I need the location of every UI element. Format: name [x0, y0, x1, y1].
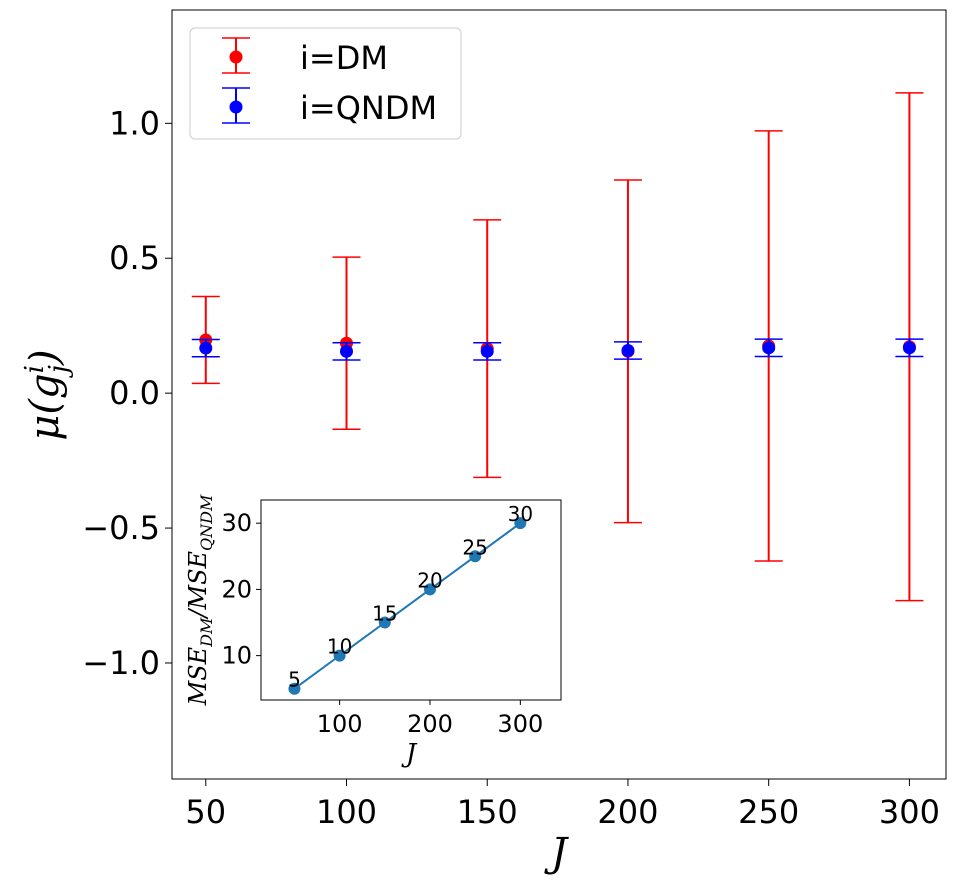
main-x-tick-label: 100 [316, 793, 377, 831]
inset-x-axis: 100 200 300 [317, 700, 543, 738]
inset-y-axis-label: MSEDM/MSEQNDM [184, 494, 216, 706]
inset-point-label: 25 [462, 535, 487, 559]
inset-series-line [293, 522, 521, 690]
qndm-point [480, 344, 494, 358]
qndm-point [762, 341, 776, 355]
main-x-axis-label: J [544, 830, 569, 876]
main-x-tick-label: 150 [457, 793, 518, 831]
main-x-tick-label: 200 [597, 793, 658, 831]
main-plot: 50 100 150 200 250 300 1.0 0.5 0.0 −0.5 −1.0 J μ(… [20, 9, 947, 876]
qndm-point [340, 344, 354, 358]
legend: i=DM i=QNDM [189, 27, 462, 140]
main-y-tick-label: −1.0 [82, 644, 160, 682]
qndm-point [199, 341, 213, 355]
inset-plot: 100 200 300 10 20 30 5 10 15 20 25 30 J MSEDM/MSE… [184, 494, 562, 769]
main-y-tick-label: −0.5 [82, 509, 160, 547]
inset-point [288, 682, 301, 695]
inset-series-group: 5 10 15 20 25 30 [288, 502, 533, 695]
inset-y-axis: 10 20 30 [221, 509, 261, 670]
inset-point [469, 550, 482, 563]
inset-y-tick-label: 10 [221, 642, 252, 670]
inset-point-label: 30 [508, 502, 533, 526]
main-x-tick-label: 50 [185, 793, 226, 831]
main-x-tick-label: 250 [738, 793, 799, 831]
main-y-tick-label: 1.0 [109, 104, 160, 142]
inset-x-axis-label: J [401, 739, 418, 769]
qndm-point [621, 344, 635, 358]
main-x-axis: 50 100 150 200 250 300 [185, 779, 940, 831]
inset-point [423, 583, 436, 596]
inset-x-tick-label: 100 [317, 710, 363, 738]
main-y-tick-label: 0.5 [109, 239, 160, 277]
inset-y-tick-label: 20 [221, 575, 252, 603]
inset-point-label: 5 [288, 668, 301, 692]
main-y-axis-label: μ(gij) [20, 349, 74, 440]
legend-item-qndm: i=QNDM [222, 87, 437, 127]
inset-y-tick-label: 30 [221, 509, 252, 537]
inset-point [514, 517, 527, 530]
inset-plot-frame [260, 499, 562, 701]
inset-point-label: 20 [417, 568, 442, 592]
legend-qndm-label: i=QNDM [300, 89, 437, 127]
main-y-axis: 1.0 0.5 0.0 −0.5 −1.0 [82, 104, 172, 682]
qndm-point [902, 341, 916, 355]
main-y-tick-label: 0.0 [109, 374, 160, 412]
inset-x-tick-label: 200 [407, 710, 453, 738]
inset-point-label: 10 [327, 635, 352, 659]
main-x-tick-label: 300 [879, 793, 940, 831]
inset-x-tick-label: 300 [497, 710, 543, 738]
main-series-group [191, 92, 924, 602]
legend-item-dm: i=DM [222, 37, 388, 77]
legend-qndm-marker [229, 100, 243, 114]
inset-point [378, 616, 391, 629]
series-qndm [191, 338, 924, 361]
inset-point-label: 15 [372, 602, 397, 626]
inset-point [333, 649, 346, 662]
legend-dm-label: i=DM [300, 39, 388, 77]
legend-dm-marker [229, 50, 243, 64]
legend-frame [189, 27, 462, 140]
